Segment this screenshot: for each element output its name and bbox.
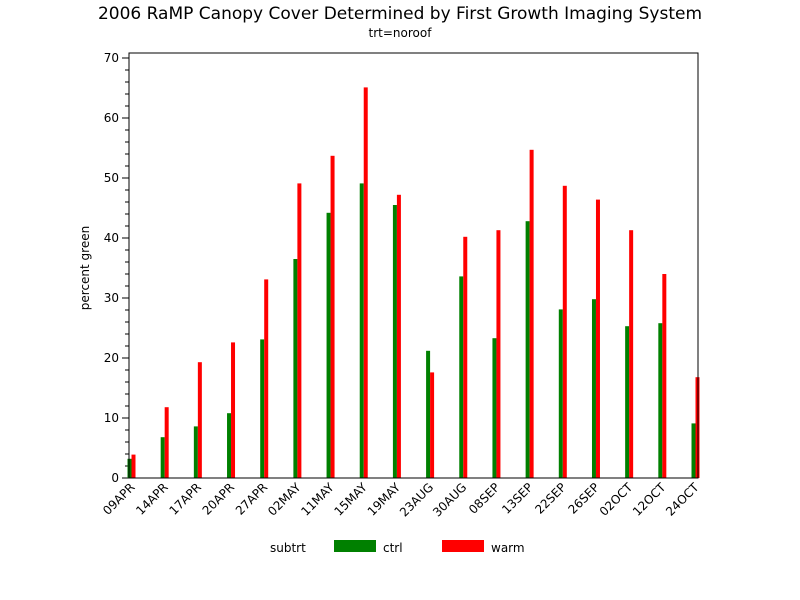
x-tick-label: 24OCT: [663, 480, 702, 519]
bar-warm: [363, 87, 368, 479]
y-axis-label: percent green: [78, 226, 92, 310]
bar-warm: [529, 149, 534, 479]
x-tick-label: 27APR: [233, 480, 271, 518]
x-tick-label: 17APR: [166, 480, 204, 518]
bar-warm: [396, 194, 401, 479]
bar-ctrl: [227, 413, 232, 478]
legend-label-warm: warm: [491, 541, 525, 555]
legend-title: subtrt: [270, 541, 306, 555]
bar-ctrl: [558, 309, 563, 478]
y-tick-label: 50: [104, 171, 119, 185]
bar-warm: [197, 362, 202, 478]
bar-warm: [430, 372, 435, 478]
bar-ctrl: [293, 259, 298, 478]
chart-title: 2006 RaMP Canopy Cover Determined by Fir…: [98, 4, 702, 24]
x-tick-label: 22SEP: [532, 480, 569, 517]
bar-ctrl: [459, 276, 464, 478]
bar-warm: [164, 407, 169, 478]
bar-ctrl: [392, 205, 397, 478]
chart-subtitle: trt=noroof: [369, 26, 433, 40]
x-tick-label: 02OCT: [597, 480, 636, 519]
bar-ctrl: [492, 338, 497, 478]
bar-warm: [264, 279, 269, 478]
bar-warm: [297, 183, 302, 478]
bar-warm: [330, 155, 335, 479]
bar-ctrl: [625, 326, 630, 478]
y-tick-label: 60: [104, 111, 119, 125]
bar-ctrl: [160, 437, 165, 478]
legend: subtrt ctrl warm: [270, 540, 525, 555]
legend-swatch-ctrl: [334, 540, 376, 552]
bar-warm: [595, 199, 600, 478]
x-tick-label: 08SEP: [466, 480, 503, 517]
x-axis: 09APR14APR17APR20APR27APR02MAY11MAY15MAY…: [100, 480, 702, 520]
bar-ctrl: [359, 183, 364, 478]
x-tick-label: 02MAY: [265, 480, 304, 519]
legend-swatch-warm: [442, 540, 484, 552]
x-tick-label: 23AUG: [397, 480, 436, 519]
bar-ctrl: [525, 221, 530, 478]
x-tick-label: 13SEP: [499, 480, 536, 517]
bar-warm: [496, 230, 501, 478]
bar-ctrl: [591, 299, 596, 478]
x-tick-label: 19MAY: [365, 480, 404, 519]
legend-label-ctrl: ctrl: [383, 541, 403, 555]
y-tick-label: 10: [104, 411, 119, 425]
x-tick-label: 26SEP: [566, 480, 603, 517]
bar-ctrl: [193, 426, 198, 478]
bar-warm: [463, 236, 468, 478]
bars-group: [127, 87, 700, 479]
bar-warm: [131, 454, 136, 478]
y-axis: 0 10 20 30 40 50 60 70: [104, 51, 129, 485]
bar-ctrl: [260, 339, 265, 478]
bar-ctrl: [658, 323, 663, 478]
y-tick-label: 40: [104, 231, 119, 245]
y-tick-label: 20: [104, 351, 119, 365]
x-tick-label: 12OCT: [630, 480, 669, 519]
bar-warm: [662, 274, 667, 478]
y-tick-label: 30: [104, 291, 119, 305]
x-tick-label: 20APR: [200, 480, 238, 518]
bar-warm: [231, 342, 236, 478]
bar-ctrl: [326, 212, 331, 479]
plot-frame: [128, 52, 699, 479]
y-tick-label: 70: [104, 51, 119, 65]
x-tick-label: 09APR: [100, 480, 138, 518]
bar-ctrl: [426, 350, 431, 478]
x-tick-label: 30AUG: [430, 480, 469, 519]
bar-warm: [562, 185, 567, 479]
y-tick-label: 0: [111, 471, 119, 485]
bar-ctrl: [691, 423, 696, 478]
x-tick-label: 15MAY: [332, 480, 371, 519]
bar-warm: [629, 230, 634, 478]
x-tick-label: 11MAY: [298, 480, 337, 519]
x-tick-label: 14APR: [133, 480, 171, 518]
